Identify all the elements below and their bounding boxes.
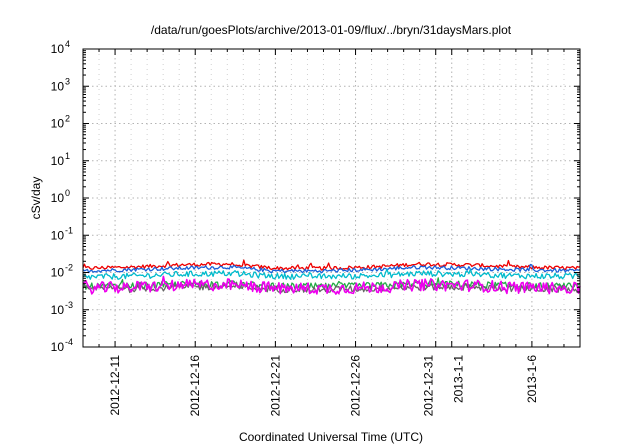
y-tick-exponent: 0 [65,188,70,198]
series-line-1 [82,259,581,271]
y-tick-label: 10 [51,42,65,56]
x-tick-label: 2012-12-11 [108,355,122,416]
y-tick-exponent: 4 [65,39,70,49]
x-tick-label: 2012-12-21 [268,355,282,417]
y-tick-base: 10 [51,42,65,56]
y-tick-base: 10 [51,303,65,317]
y-tick-label: 10 [51,191,65,205]
x-tick-label: 2013-1-6 [525,355,539,403]
y-tick-label: 10 [51,228,65,242]
x-tick-label: 2012-12-26 [349,355,363,417]
y-tick-exponent: -3 [65,300,73,310]
data-series-group [82,259,581,295]
chart-title: /data/run/goesPlots/archive/2013-01-09/f… [151,23,512,37]
x-tick-label: 2013-1-1 [452,355,466,403]
series-line-2 [82,263,581,274]
series-line-4 [82,277,581,291]
grid-lines [83,49,580,347]
y-tick-base: 10 [51,117,65,131]
y-tick-exponent: -2 [65,263,73,273]
axis-ticks [83,48,580,348]
series-line-3 [82,268,581,280]
series-line-6 [82,275,581,295]
y-tick-exponent: 2 [65,114,70,124]
y-tick-exponent: 3 [65,76,70,86]
y-tick-exponent: -4 [65,337,73,347]
x-tick-label: 2012-12-31 [422,355,436,417]
y-tick-exponent: -1 [65,225,73,235]
y-tick-base: 10 [51,266,65,280]
y-tick-label: 10 [51,79,65,93]
y-tick-base: 10 [51,79,65,93]
x-tick-label: 2012-12-16 [188,355,202,417]
y-tick-label: 10 [51,303,65,317]
y-tick-base: 10 [51,154,65,168]
x-tick-labels: 2012-12-11 2012-12-16 2012-12-21 2012-12-26… [108,355,539,417]
y-tick-label: 10 [51,154,65,168]
y-tick-exponent: 1 [65,151,70,161]
y-tick-label: 10 [51,117,65,131]
y-tick-label: 10 [51,266,65,280]
y-tick-base: 10 [51,191,65,205]
y-axis-label: cSv/day [29,177,43,220]
y-tick-base: 10 [51,228,65,242]
y-tick-label: 10 [51,340,65,354]
x-axis-label: Coordinated Universal Time (UTC) [239,430,423,444]
y-tick-base: 10 [51,340,65,354]
